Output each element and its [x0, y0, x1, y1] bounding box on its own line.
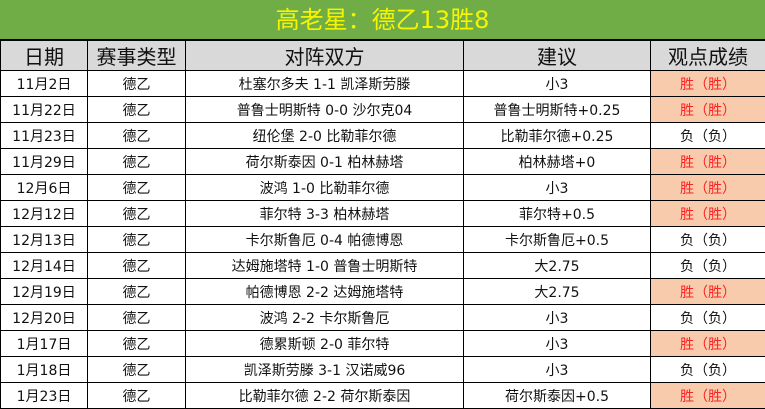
date-cell: 12月12日 — [1, 201, 88, 227]
tip-cell: 荷尔斯泰因+0.5 — [464, 383, 651, 409]
match-cell: 波鸿 1-0 比勒菲尔德 — [186, 175, 464, 201]
date-cell: 1月17日 — [1, 331, 88, 357]
result-cell: 胜（胜） — [651, 175, 765, 201]
date-cell: 12月13日 — [1, 227, 88, 253]
league-cell: 德乙 — [88, 253, 186, 279]
result-cell: 负（负） — [651, 253, 765, 279]
result-cell: 胜（胜） — [651, 97, 765, 123]
league-cell: 德乙 — [88, 71, 186, 97]
tip-cell: 卡尔斯鲁厄+0.5 — [464, 227, 651, 253]
league-cell: 德乙 — [88, 279, 186, 305]
date-cell: 12月19日 — [1, 279, 88, 305]
tip-cell: 小3 — [464, 175, 651, 201]
match-cell: 菲尔特 3-3 柏林赫塔 — [186, 201, 464, 227]
tip-cell: 小3 — [464, 305, 651, 331]
match-cell: 纽伦堡 2-0 比勒菲尔德 — [186, 123, 464, 149]
result-cell: 胜（胜） — [651, 383, 765, 409]
league-cell: 德乙 — [88, 331, 186, 357]
date-cell: 1月18日 — [1, 357, 88, 383]
tip-cell: 小3 — [464, 71, 651, 97]
league-cell: 德乙 — [88, 357, 186, 383]
league-cell: 德乙 — [88, 97, 186, 123]
picks-table: 日期 赛事类型 对阵双方 建议 观点成绩 11月2日德乙杜塞尔多夫 1-1 凯泽… — [0, 40, 765, 409]
result-cell: 胜（胜） — [651, 279, 765, 305]
header-match: 对阵双方 — [186, 41, 464, 71]
tip-cell: 普鲁士明斯特+0.25 — [464, 97, 651, 123]
league-cell: 德乙 — [88, 227, 186, 253]
match-cell: 卡尔斯鲁厄 0-4 帕德博恩 — [186, 227, 464, 253]
result-cell: 负（负） — [651, 123, 765, 149]
match-cell: 德累斯顿 2-0 菲尔特 — [186, 331, 464, 357]
date-cell: 11月29日 — [1, 149, 88, 175]
result-cell: 负（负） — [651, 357, 765, 383]
league-cell: 德乙 — [88, 123, 186, 149]
tip-cell: 柏林赫塔+0 — [464, 149, 651, 175]
header-row: 日期 赛事类型 对阵双方 建议 观点成绩 — [1, 41, 765, 71]
league-cell: 德乙 — [88, 149, 186, 175]
match-cell: 帕德博恩 2-2 达姆施塔特 — [186, 279, 464, 305]
header-result: 观点成绩 — [651, 41, 765, 71]
header-tip: 建议 — [464, 41, 651, 71]
tip-cell: 大2.75 — [464, 253, 651, 279]
date-cell: 11月22日 — [1, 97, 88, 123]
result-cell: 负（负） — [651, 227, 765, 253]
match-cell: 荷尔斯泰因 0-1 柏林赫塔 — [186, 149, 464, 175]
match-cell: 波鸿 2-2 卡尔斯鲁厄 — [186, 305, 464, 331]
header-date: 日期 — [1, 41, 88, 71]
result-cell: 胜（胜） — [651, 201, 765, 227]
date-cell: 1月23日 — [1, 383, 88, 409]
match-cell: 达姆施塔特 1-0 普鲁士明斯特 — [186, 253, 464, 279]
tip-cell: 小3 — [464, 357, 651, 383]
league-cell: 德乙 — [88, 201, 186, 227]
date-cell: 12月20日 — [1, 305, 88, 331]
result-cell: 负（负） — [651, 305, 765, 331]
header-league: 赛事类型 — [88, 41, 186, 71]
match-cell: 普鲁士明斯特 0-0 沙尔克04 — [186, 97, 464, 123]
result-cell: 胜（胜） — [651, 71, 765, 97]
result-cell: 胜（胜） — [651, 149, 765, 175]
date-cell: 11月23日 — [1, 123, 88, 149]
league-cell: 德乙 — [88, 305, 186, 331]
league-cell: 德乙 — [88, 383, 186, 409]
match-cell: 凯泽斯劳滕 3-1 汉诺威96 — [186, 357, 464, 383]
tip-cell: 小3 — [464, 331, 651, 357]
league-cell: 德乙 — [88, 175, 186, 201]
result-cell: 胜（胜） — [651, 331, 765, 357]
match-cell: 杜塞尔多夫 1-1 凯泽斯劳滕 — [186, 71, 464, 97]
tip-cell: 比勒菲尔德+0.25 — [464, 123, 651, 149]
date-cell: 12月14日 — [1, 253, 88, 279]
date-cell: 12月6日 — [1, 175, 88, 201]
date-cell: 11月2日 — [1, 71, 88, 97]
match-cell: 比勒菲尔德 2-2 荷尔斯泰因 — [186, 383, 464, 409]
tip-cell: 菲尔特+0.5 — [464, 201, 651, 227]
tip-cell: 大2.75 — [464, 279, 651, 305]
sheet-title: 高老星：德乙13胜8 — [0, 0, 765, 40]
